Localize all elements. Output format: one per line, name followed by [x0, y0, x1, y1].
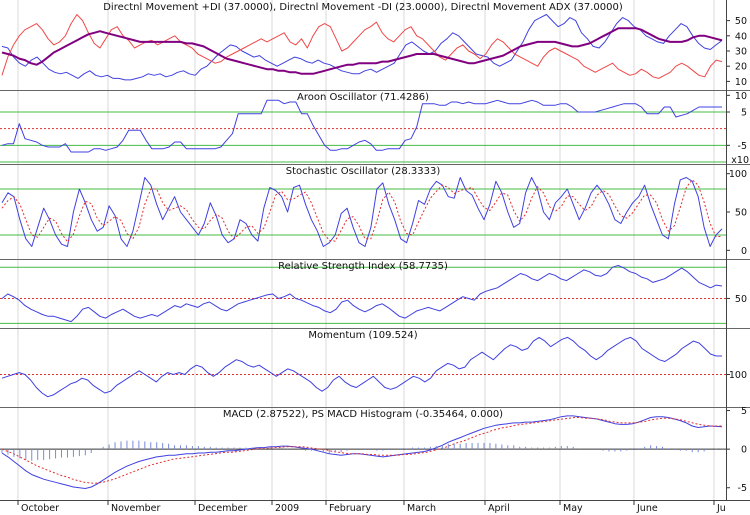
x-tick-label: March: [407, 503, 436, 514]
stoch-ytick-label: 50: [735, 208, 747, 219]
dmi-ytick-label: 30: [735, 47, 747, 58]
dmi-series--di: [1, 14, 723, 81]
rsi-series-rsi: [1, 265, 723, 323]
aroon-title: Aroon Oscillator (71.4286): [297, 92, 429, 103]
momentum-title: Momentum (109.524): [308, 330, 417, 341]
x-tick-label: Ju: [716, 503, 726, 514]
dmi-series--di: [1, 14, 723, 79]
aroon-ytick-label: 10: [735, 91, 747, 102]
macd-series-signal: [1, 417, 722, 484]
x-tick-label: 2009: [275, 503, 299, 514]
dmi-ytick-label: 40: [735, 31, 747, 42]
x-tick-label: June: [636, 503, 658, 514]
x-tick-label: November: [111, 503, 161, 514]
macd-series-macd: [1, 415, 723, 489]
x-tick-label: April: [488, 503, 510, 514]
dmi-ytick-label: 50: [735, 16, 747, 27]
dmi-ytick-label: 10: [735, 77, 747, 88]
macd-ytick-label: 0: [741, 445, 747, 456]
dmi-title: Directnl Movement +DI (37.0000), Directn…: [103, 2, 623, 13]
aroon-scale-label: x10: [731, 155, 749, 166]
aroon-series-aroon: [1, 99, 722, 153]
x-tick-label: February: [329, 503, 371, 514]
macd-title: MACD (2.87522), PS MACD Histogram (-0.35…: [223, 409, 503, 420]
momentum-series-momentum: [1, 336, 722, 398]
dmi-ytick-label: 20: [735, 62, 747, 73]
macd-ytick-label: -5: [738, 483, 747, 494]
stoch-series--k: [1, 177, 723, 247]
rsi-ytick-label: 50: [735, 294, 747, 305]
x-tick-label: May: [563, 503, 583, 514]
rsi-title: Relative Strength Index (58.7735): [278, 261, 448, 272]
stoch-title: Stochastic Oscillator (28.3333): [286, 166, 441, 177]
aroon-ytick-label: 5: [741, 108, 747, 119]
x-tick-label: December: [198, 503, 247, 514]
stoch-ytick-label: 100: [729, 169, 747, 180]
stoch-ytick-label: 0: [741, 246, 747, 257]
x-tick-label: October: [21, 503, 59, 514]
momentum-ytick-label: 100: [729, 370, 747, 381]
stoch-series--d: [1, 179, 722, 243]
macd-ytick-label: 5: [741, 406, 747, 417]
dmi-series-adx: [1, 27, 723, 75]
aroon-ytick-label: -5: [738, 141, 747, 152]
